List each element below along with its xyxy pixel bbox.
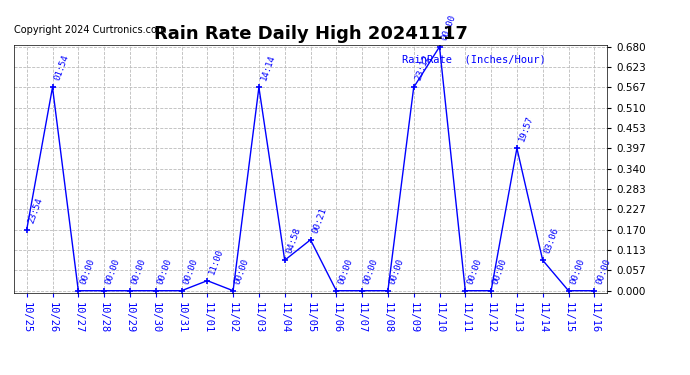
Text: 00:00: 00:00 [181, 257, 199, 285]
Text: 03:06: 03:06 [543, 226, 560, 255]
Text: Copyright 2024 Curtronics.com: Copyright 2024 Curtronics.com [14, 25, 166, 35]
Text: 00:00: 00:00 [78, 257, 96, 285]
Text: 11:00: 11:00 [207, 247, 225, 275]
Text: 00:00: 00:00 [336, 257, 354, 285]
Text: 00:00: 00:00 [569, 257, 586, 285]
Text: 00:00: 00:00 [440, 13, 457, 41]
Text: 00:00: 00:00 [362, 257, 380, 285]
Text: 00:00: 00:00 [233, 257, 250, 285]
Text: 23:54: 23:54 [27, 196, 44, 224]
Text: 00:00: 00:00 [104, 257, 121, 285]
Title: Rain Rate Daily High 20241117: Rain Rate Daily High 20241117 [154, 26, 467, 44]
Text: 01:54: 01:54 [52, 54, 70, 82]
Text: 00:00: 00:00 [491, 257, 509, 285]
Text: 04:58: 04:58 [285, 226, 302, 255]
Text: 00:00: 00:00 [594, 257, 612, 285]
Text: 00:00: 00:00 [465, 257, 483, 285]
Text: 19:57: 19:57 [517, 115, 535, 143]
Text: 00:00: 00:00 [156, 257, 173, 285]
Text: 00:00: 00:00 [130, 257, 148, 285]
Text: 00:00: 00:00 [388, 257, 406, 285]
Text: RainRate  (Inches/Hour): RainRate (Inches/Hour) [402, 55, 546, 65]
Text: 00:21: 00:21 [310, 206, 328, 234]
Text: 23:12: 23:12 [414, 54, 431, 82]
Text: 14:14: 14:14 [259, 54, 277, 82]
